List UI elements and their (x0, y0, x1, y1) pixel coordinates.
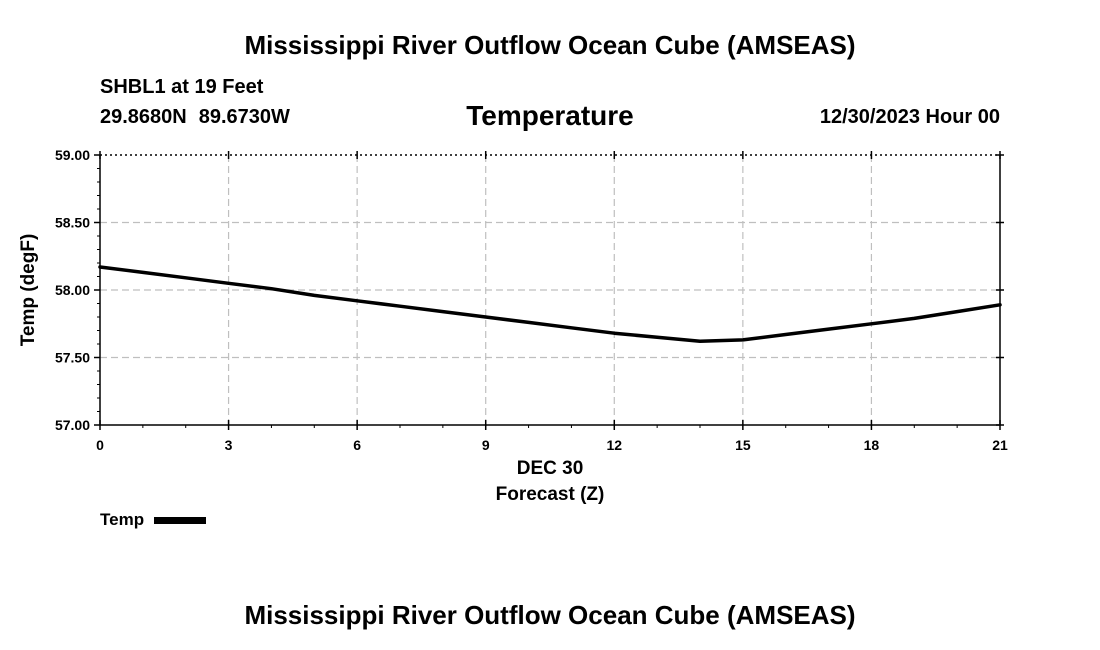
x-axis-title: Forecast (Z) (496, 484, 605, 505)
x-tick-label: 3 (225, 437, 233, 453)
legend: Temp (100, 510, 207, 530)
forecast-datetime: 12/30/2023 Hour 00 (819, 106, 1000, 128)
main-title: Mississippi River Outflow Ocean Cube (AM… (244, 30, 856, 60)
y-tick-label: 57.00 (55, 417, 90, 433)
grid-lines (100, 155, 1000, 425)
x-tick-label: 12 (606, 437, 622, 453)
x-axis-date-label: DEC 30 (517, 458, 584, 479)
x-tick-label: 15 (735, 437, 751, 453)
y-tick-label: 59.00 (55, 147, 90, 163)
legend-swatch (154, 516, 207, 524)
series-line-temp (98, 265, 1002, 344)
footer-title: Mississippi River Outflow Ocean Cube (AM… (244, 600, 856, 630)
axis-labels: DEC 30 Forecast (Z) Temp (degF) (18, 234, 604, 505)
y-tick-label: 58.00 (55, 282, 90, 298)
station-label: SHBL1 at 19 Feet (100, 76, 264, 98)
x-tick-label: 21 (992, 437, 1008, 453)
y-tick-label: 58.50 (55, 215, 90, 231)
y-axis-title: Temp (degF) (18, 234, 39, 347)
y-tick-label: 57.50 (55, 350, 90, 366)
coordinates: 29.8680N 89.6730W (100, 106, 290, 129)
x-tick-label: 18 (864, 437, 880, 453)
series-layer (98, 265, 1002, 344)
x-tick-label: 6 (353, 437, 361, 453)
latitude: 29.8680N (100, 106, 187, 128)
x-tick-label: 0 (96, 437, 104, 453)
longitude: 89.6730W (198, 106, 290, 128)
chart-subtitle: Temperature (466, 100, 634, 131)
legend-label: Temp (100, 510, 145, 529)
axis-ticks: 0 3 6 9 12 15 18 21 57.00 57.50 58.00 58.50 59.00 (55, 147, 1008, 453)
x-tick-label: 9 (482, 437, 490, 453)
